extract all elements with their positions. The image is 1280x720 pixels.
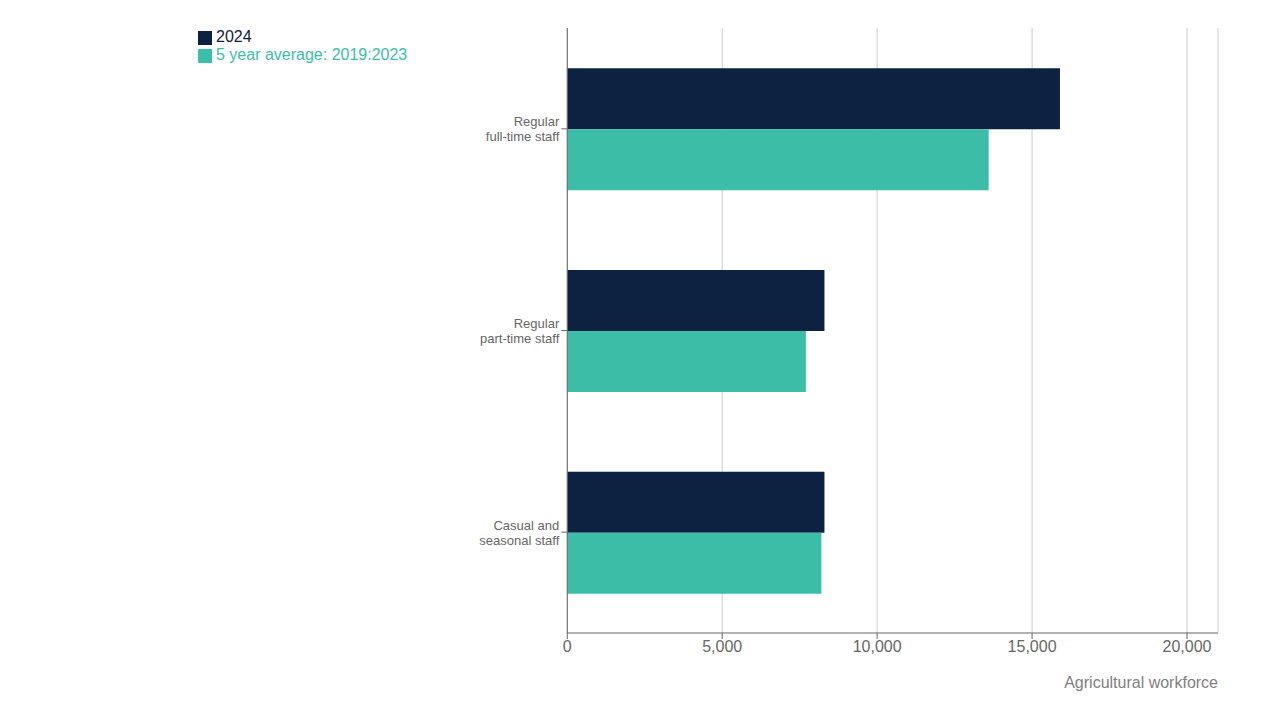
svg-text:15,000: 15,000 <box>1008 638 1057 655</box>
svg-text:20,000: 20,000 <box>1163 638 1212 655</box>
svg-text:Regularpart-time staff: Regularpart-time staff <box>480 316 560 346</box>
svg-text:0: 0 <box>563 638 572 655</box>
svg-text:Casual andseasonal staff: Casual andseasonal staff <box>479 517 559 547</box>
svg-text:Regularfull-time staff: Regularfull-time staff <box>486 114 560 144</box>
svg-text:Agricultural workforce: Agricultural workforce <box>1064 674 1218 691</box>
svg-text:10,000: 10,000 <box>853 638 902 655</box>
html-text:5 year average: 2019:2023: 5 year average: 2019:2023 <box>216 46 408 63</box>
svg-text:5,000: 5,000 <box>702 638 742 655</box>
html-text:2024: 2024 <box>216 28 252 45</box>
